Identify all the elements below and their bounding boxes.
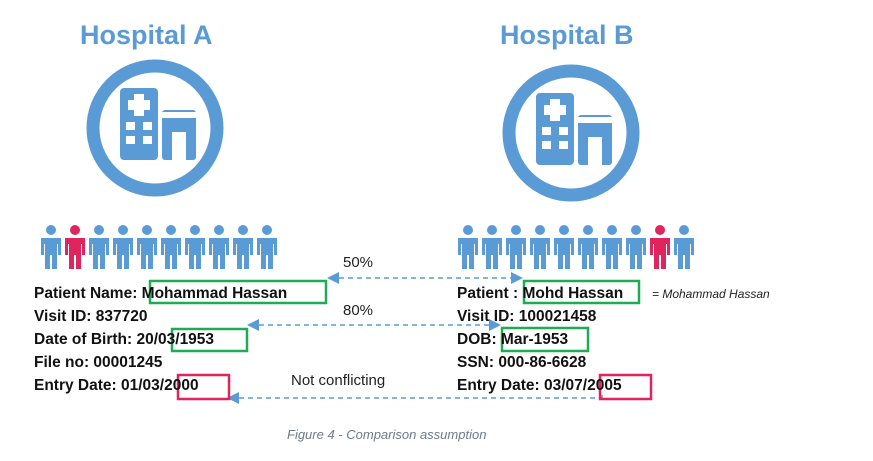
dob-boxed-a: 03/1953 bbox=[158, 331, 215, 348]
person-icon bbox=[89, 225, 109, 269]
name-similarity-label: 50% bbox=[343, 254, 374, 271]
person-icon bbox=[233, 225, 253, 269]
entry-boxed-a: 2000 bbox=[164, 377, 199, 394]
visit-id-b: Visit ID: 100021458 bbox=[457, 308, 597, 325]
dob-match-box-b bbox=[500, 326, 590, 353]
person-icon bbox=[65, 225, 85, 269]
person-icon bbox=[41, 225, 61, 269]
entry-prefix-a: Entry Date: 01/03/ bbox=[34, 377, 165, 394]
hospital-a-record: Patient Name: Mohammad Hassan Visit ID: … bbox=[34, 282, 287, 397]
dob-boxed-b: Mar-1953 bbox=[500, 331, 569, 348]
person-icon bbox=[161, 225, 181, 269]
person-icon bbox=[530, 225, 550, 269]
entry-conflict-box-a bbox=[176, 373, 231, 401]
person-icon bbox=[650, 225, 670, 269]
person-icon bbox=[482, 225, 502, 269]
person-icon bbox=[185, 225, 205, 269]
dob-line-b: DOB: Mar-1953 bbox=[457, 328, 623, 351]
hospital-b-title: Hospital B bbox=[500, 20, 634, 50]
person-icon bbox=[257, 225, 277, 269]
entry-date-line-a: Entry Date: 01/03/2000 bbox=[34, 374, 287, 397]
entry-date-comparison-label: Not conflicting bbox=[291, 372, 386, 389]
dob-line-a: Date of Birth: 20/03/1953 bbox=[34, 328, 287, 351]
person-icon bbox=[506, 225, 526, 269]
patient-line-b: Patient : Mohd Hassan bbox=[457, 282, 623, 305]
person-icon bbox=[554, 225, 574, 269]
entry-boxed-b: 2005 bbox=[587, 377, 622, 394]
entry-conflict-box-b bbox=[598, 373, 653, 401]
person-icon bbox=[602, 225, 622, 269]
patient-value-b: Mohd Hassan bbox=[522, 285, 624, 302]
hospital-b-icon bbox=[502, 64, 640, 202]
figure-caption: Figure 4 - Comparison assumption bbox=[287, 427, 487, 442]
patient-name-line-a: Patient Name: Mohammad Hassan bbox=[34, 282, 287, 305]
patient-name-value-a: Mohammad Hassan bbox=[141, 285, 288, 302]
visit-id-a: Visit ID: 837720 bbox=[34, 308, 148, 325]
person-icon bbox=[209, 225, 229, 269]
person-icon bbox=[626, 225, 646, 269]
patient-name-label-a: Patient Name: bbox=[34, 285, 142, 302]
hospital-a-people-row bbox=[41, 225, 277, 269]
dob-similarity-label: 80% bbox=[343, 302, 374, 319]
person-icon bbox=[458, 225, 478, 269]
hospital-a-title: Hospital A bbox=[80, 20, 213, 50]
entry-prefix-b: Entry Date: 03/07/ bbox=[457, 377, 588, 394]
equivalence-note: = Mohammad Hassan bbox=[652, 287, 770, 301]
name-match-box-b bbox=[522, 279, 641, 305]
person-icon bbox=[578, 225, 598, 269]
person-icon bbox=[674, 225, 694, 269]
person-icon bbox=[137, 225, 157, 269]
file-no-a: File no: 00001245 bbox=[34, 354, 163, 371]
ssn-b: SSN: 000-86-6628 bbox=[457, 354, 587, 371]
hospital-b-record: Patient : Mohd Hassan Visit ID: 10002145… bbox=[457, 282, 623, 397]
name-match-box-a bbox=[148, 279, 328, 305]
dob-prefix-a: Date of Birth: 20/ bbox=[34, 331, 159, 348]
patient-label-b: Patient : bbox=[457, 285, 523, 302]
entry-date-line-b: Entry Date: 03/07/2005 bbox=[457, 374, 623, 397]
dob-label-b: DOB: bbox=[457, 331, 501, 348]
hospital-a-icon bbox=[86, 59, 224, 197]
hospital-b-people-row bbox=[458, 225, 694, 269]
dob-match-box-a bbox=[170, 327, 249, 353]
person-icon bbox=[113, 225, 133, 269]
